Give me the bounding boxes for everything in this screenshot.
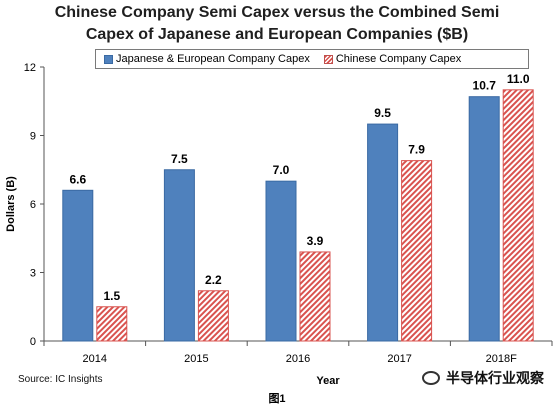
- bar-japanese-european: [367, 123, 399, 342]
- legend-item-chinese: Chinese Company Capex: [323, 53, 462, 65]
- data-label-japanese-european: 10.7: [473, 79, 497, 93]
- wechat-logo-icon: [422, 371, 440, 385]
- x-tick-label: 2018F: [486, 353, 517, 365]
- data-label-japanese-european: 7.5: [171, 152, 188, 166]
- bar-chinese: [299, 251, 331, 342]
- data-label-japanese-european: 6.6: [69, 172, 86, 186]
- x-tick-label: 2015: [184, 353, 208, 365]
- watermark-text: 半导体行业观察: [446, 370, 544, 386]
- data-label-chinese: 7.9: [408, 143, 425, 157]
- x-tick-label: 2016: [286, 353, 310, 365]
- data-label-chinese: 1.5: [103, 289, 120, 303]
- legend-item-japanese-european: Japanese & European Company Capex: [104, 53, 310, 65]
- chart-title-line-2: Capex of Japanese and European Companies…: [85, 26, 469, 43]
- legend-swatch-blue: [104, 54, 113, 64]
- x-axis-title: Year: [316, 375, 340, 387]
- y-tick-label: 12: [24, 62, 36, 74]
- chart-legend: Japanese & European Company Capex Chines…: [95, 49, 529, 69]
- x-tick-label: 2014: [83, 353, 107, 365]
- legend-swatch-hatched: [323, 54, 333, 64]
- y-tick-label: 0: [30, 336, 36, 348]
- data-label-chinese: 11.0: [507, 72, 530, 86]
- data-label-japanese-european: 7.0: [273, 163, 290, 177]
- legend-label-chinese: Chinese Company Capex: [335, 53, 462, 65]
- bar-japanese-european: [62, 189, 94, 342]
- y-axis-title: Dollars (B): [5, 176, 17, 232]
- bar-chinese: [197, 290, 229, 342]
- bar-japanese-european: [163, 169, 195, 342]
- bar-chinese: [502, 89, 534, 342]
- data-label-japanese-european: 9.5: [374, 106, 391, 120]
- y-tick-label: 3: [30, 268, 36, 280]
- x-tick-label: 2017: [387, 353, 411, 365]
- bar-japanese-european: [265, 180, 297, 342]
- bar-chinese: [401, 160, 433, 342]
- chart-title: Chinese Company Semi Capex versus the Co…: [0, 2, 554, 46]
- y-tick-label: 6: [30, 199, 36, 211]
- y-tick-label: 9: [30, 131, 36, 143]
- legend-label-japanese-european: Japanese & European Company Capex: [116, 53, 310, 65]
- chart-title-line-1: Chinese Company Semi Capex versus the Co…: [54, 4, 500, 21]
- watermark: 半导体行业观察: [422, 368, 544, 388]
- source-note: Source: IC Insights: [18, 374, 103, 385]
- bar-chinese: [96, 306, 128, 342]
- data-label-chinese: 2.2: [205, 273, 222, 287]
- data-label-chinese: 3.9: [307, 234, 324, 248]
- bar-japanese-european: [468, 96, 500, 342]
- figure-caption: 图1: [268, 393, 286, 405]
